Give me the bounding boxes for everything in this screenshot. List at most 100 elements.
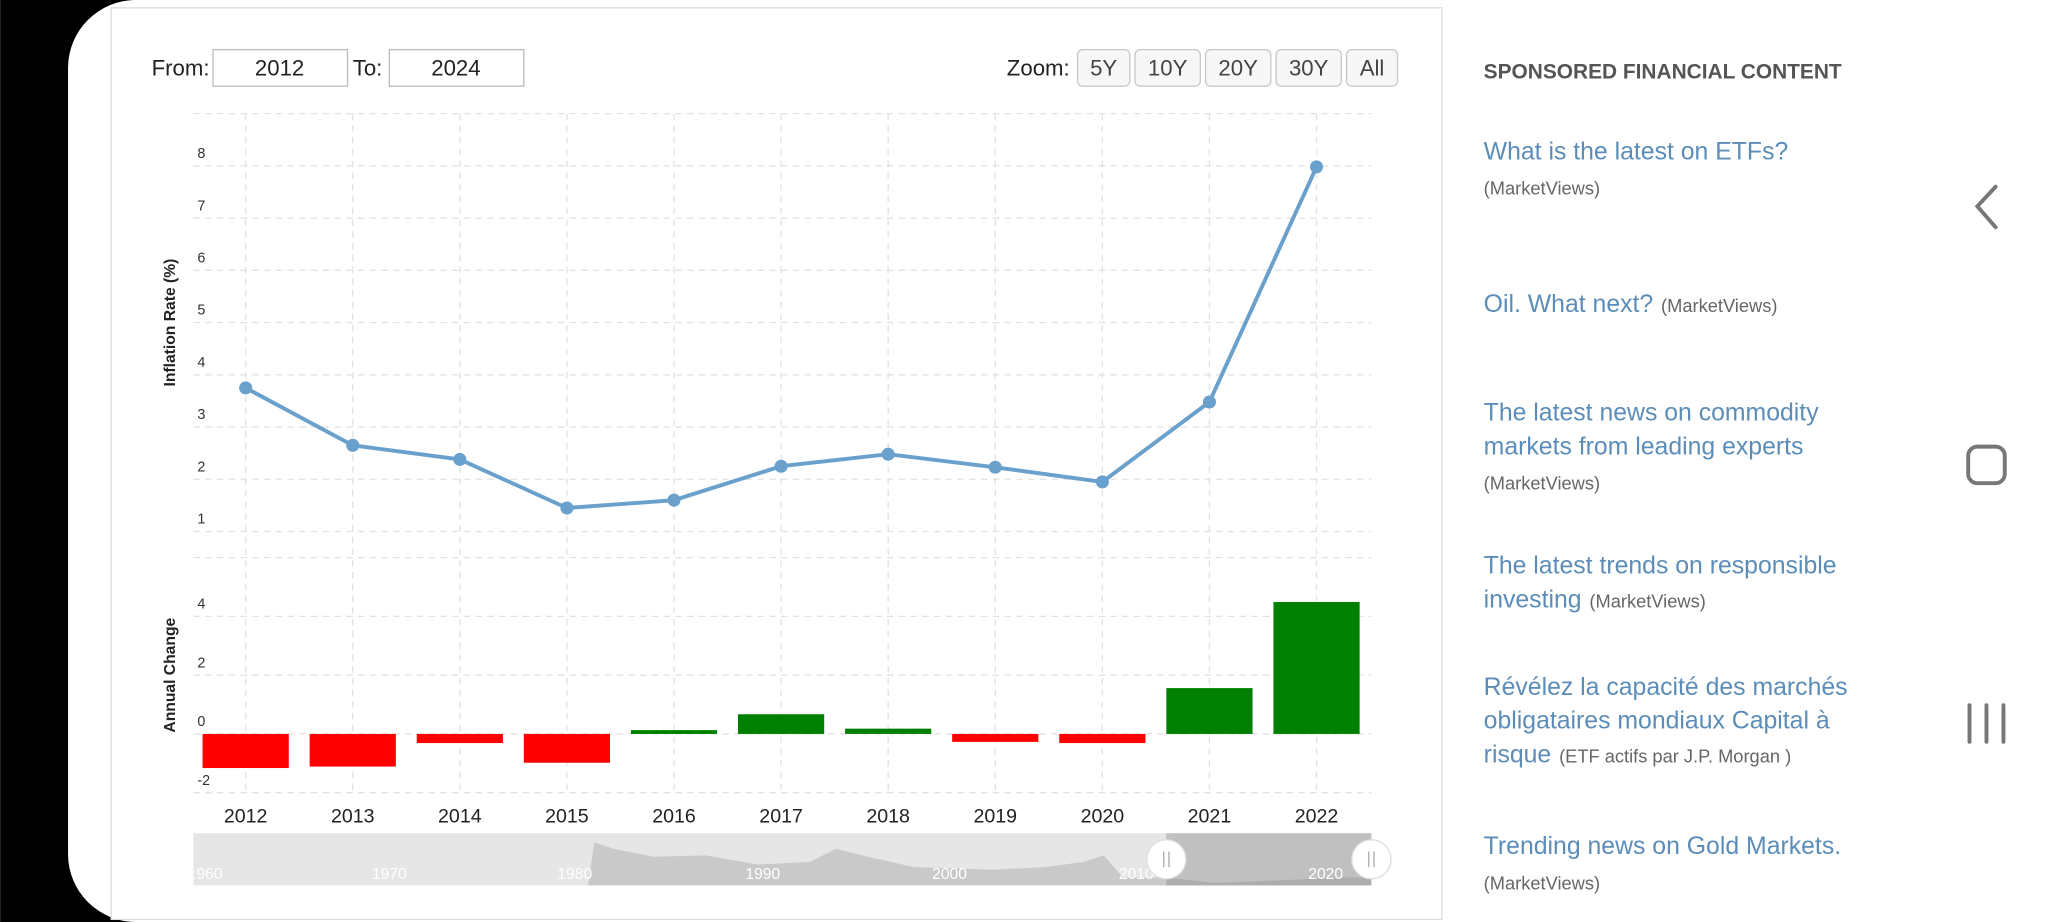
navigator: 1960 1970 1980 1990 2000 2010 2020 (188, 833, 1392, 886)
navigator-label: 2000 (932, 866, 967, 883)
ad-source-line: (MarketViews) (1484, 178, 1600, 199)
zoom-button[interactable] (1204, 48, 1272, 87)
link-line[interactable]: Oil. What next? (1484, 291, 1654, 318)
link-line[interactable]: markets from leading experts (1484, 433, 1804, 460)
link-text[interactable]: obligataires mondiaux Capital à (1484, 708, 1830, 735)
link-text[interactable]: The latest news on commodity (1484, 400, 1820, 427)
data-point (1095, 475, 1109, 489)
bar (1273, 602, 1360, 734)
navigator-label: 2010 (1119, 866, 1154, 883)
sidebar-title: SPONSORED FINANCIAL CONTENT (1484, 60, 1842, 83)
y-tick-label: 2 (197, 655, 205, 671)
sponsored-link[interactable]: What is the latest on ETFs? (MarketViews) (1484, 138, 1789, 198)
nav-bar (1966, 184, 2007, 744)
back-button[interactable] (1974, 184, 1998, 230)
y-tick-label: 0 (197, 714, 205, 730)
navigator-handle[interactable] (1146, 839, 1187, 880)
ad-source: (MarketViews) (1661, 295, 1777, 316)
link-line[interactable]: risque (1484, 742, 1552, 769)
data-point (1310, 160, 1324, 174)
link-line[interactable]: What is the latest on ETFs? (1484, 138, 1789, 165)
sponsored-link[interactable]: Révélez la capacité des marchés obligatai… (1484, 674, 1848, 769)
ad-source: (ETF actifs par J.P. Morgan ) (1559, 746, 1791, 767)
navigator-selection[interactable] (1166, 833, 1372, 886)
link-text[interactable]: The latest trends on responsible (1484, 552, 1837, 579)
zoom-button[interactable] (1275, 48, 1342, 87)
link-text[interactable]: Révélez la capacité des marchés (1484, 674, 1848, 701)
sponsored-link[interactable]: Oil. What next? (MarketViews) (1484, 291, 1778, 318)
link-text[interactable]: risque (ETF actifs par J.P. Morgan ) (1484, 742, 1791, 769)
y-tick-label: -2 (197, 773, 210, 789)
ad-source: (MarketViews) (1484, 473, 1600, 494)
x-tick-label: 2015 (545, 806, 589, 828)
y-tick-label: 7 (197, 198, 205, 214)
y-axis-title: Inflation Rate (%) (162, 259, 179, 387)
data-point (774, 459, 788, 473)
navigator-label: 1990 (745, 866, 780, 883)
bar (416, 733, 503, 744)
x-tick-label: 2018 (866, 806, 910, 828)
sponsored-link[interactable]: The latest news on commodity markets from… (1484, 400, 1820, 494)
y-tick-label: 8 (197, 146, 205, 162)
data-point (881, 447, 895, 461)
ad-source: (MarketViews) (1484, 872, 1600, 893)
zoom-label: Zoom: (1007, 56, 1070, 81)
link-text[interactable]: What is the latest on ETFs? (1484, 138, 1789, 165)
bar (1059, 733, 1146, 744)
recents-button[interactable] (1967, 703, 2006, 744)
y-tick-label: 3 (197, 407, 205, 423)
data-point (1202, 395, 1216, 409)
link-line[interactable]: investing (1484, 586, 1582, 613)
bar (952, 733, 1039, 742)
x-tick-label: 2021 (1188, 806, 1232, 828)
data-point (560, 501, 574, 515)
link-text[interactable]: Trending news on Gold Markets. (1484, 833, 1841, 860)
zoom-button-label[interactable]: 20Y (1218, 56, 1258, 81)
navigator-area (193, 842, 1372, 886)
x-tick-label: 2022 (1295, 806, 1339, 828)
data-point (667, 493, 681, 507)
ad-source-line: (MarketViews) (1484, 473, 1600, 494)
link-line[interactable]: obligataires mondiaux Capital à (1484, 708, 1830, 735)
home-button[interactable] (1966, 444, 2007, 486)
zoom-button[interactable] (1134, 48, 1201, 87)
navigator-handle[interactable] (1351, 839, 1392, 880)
link-text[interactable]: Oil. What next? (MarketViews) (1484, 291, 1778, 318)
to-input[interactable] (388, 48, 525, 87)
y-tick-label: 6 (197, 250, 205, 266)
x-tick-label: 2020 (1081, 806, 1125, 828)
link-line[interactable]: Révélez la capacité des marchés (1484, 674, 1848, 701)
to-label: To: (353, 56, 383, 81)
zoom-button[interactable] (1076, 48, 1131, 87)
x-tick-label: 2019 (973, 806, 1017, 828)
sponsored-link[interactable]: Trending news on Gold Markets. (MarketVie… (1484, 833, 1841, 893)
from-value[interactable]: 2012 (255, 56, 304, 81)
bar (630, 730, 718, 734)
bar (202, 733, 289, 769)
bar (523, 733, 611, 763)
x-tick-label: 2012 (224, 806, 268, 828)
data-point (346, 438, 360, 452)
x-tick-label: 2017 (759, 806, 803, 828)
link-text[interactable]: markets from leading experts (1484, 433, 1804, 460)
zoom-button-label[interactable]: 30Y (1289, 56, 1329, 81)
zoom-button-label[interactable]: 10Y (1148, 56, 1188, 81)
link-line[interactable]: Trending news on Gold Markets. (1484, 833, 1841, 860)
zoom-button-label[interactable]: 5Y (1090, 56, 1117, 81)
navigator-label: 1960 (188, 866, 223, 883)
from-input[interactable] (212, 48, 349, 87)
ad-source: (MarketViews) (1484, 178, 1600, 199)
bar (309, 733, 396, 767)
x-tick-label: 2016 (652, 806, 696, 828)
zoom-button[interactable] (1345, 48, 1399, 87)
sponsored-link[interactable]: The latest trends on responsible investin… (1484, 552, 1837, 613)
data-point (239, 381, 253, 395)
to-value[interactable]: 2024 (431, 56, 480, 81)
link-line[interactable]: The latest news on commodity (1484, 400, 1820, 427)
range-controls: From: 2012 To: 2024 Zoom: (152, 48, 1070, 87)
link-text[interactable]: investing (MarketViews) (1484, 586, 1706, 613)
link-line[interactable]: The latest trends on responsible (1484, 552, 1837, 579)
zoom-button-label[interactable]: All (1360, 56, 1385, 81)
